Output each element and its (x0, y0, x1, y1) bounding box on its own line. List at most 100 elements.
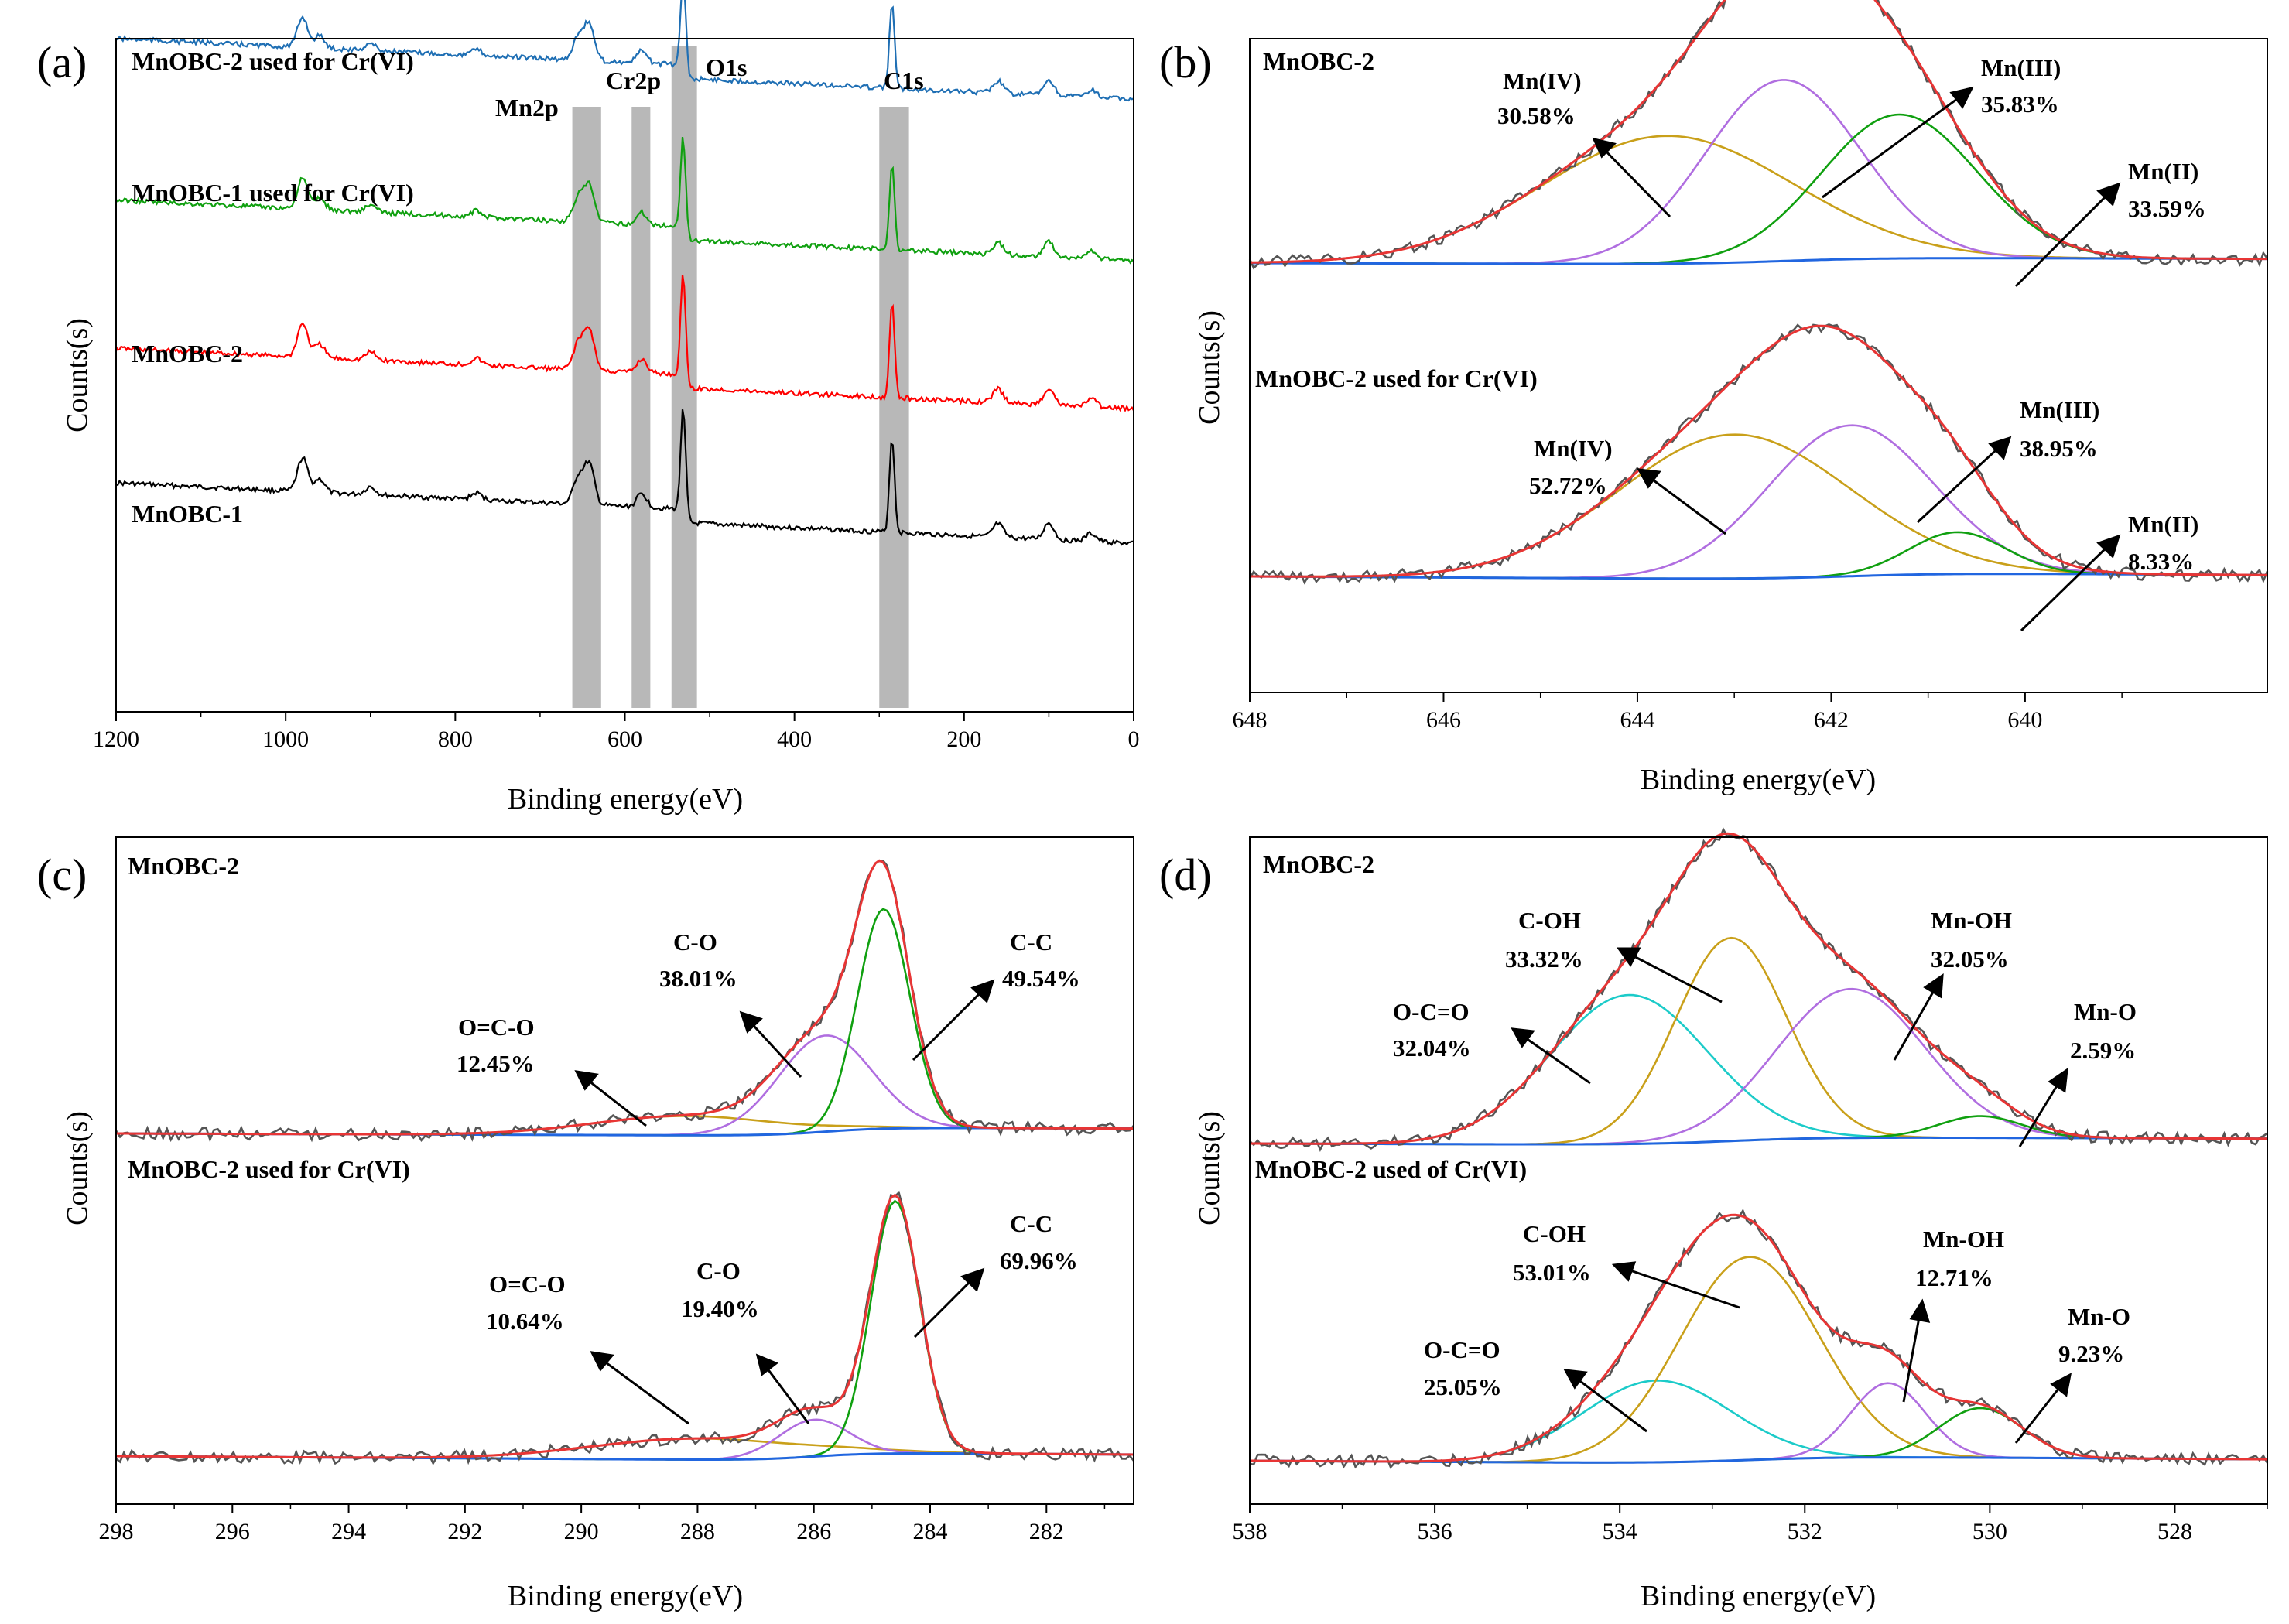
c-y-axis-label: Counts(s) (61, 1111, 94, 1226)
d-l-coh-name: C-OH (1523, 1220, 1586, 1247)
b-u-mnii-pct: 33.59% (2128, 195, 2206, 222)
a-series-group (115, 0, 1134, 546)
c-arrow-ocoo-upper (581, 1074, 647, 1127)
a-tick-label-2: 800 (438, 727, 473, 752)
a-tick-label-5: 200 (946, 727, 981, 752)
c-axes-frame (115, 836, 1134, 1505)
c-arrowhead-co-upper (739, 1010, 763, 1034)
c-u-ocoo-pct: 12.45% (457, 1050, 535, 1077)
d-u-mno-name: Mn-O (2074, 998, 2137, 1025)
d-tick-label-1: 536 (1418, 1519, 1452, 1544)
d-upper-sample: MnOBC-2 (1263, 850, 1374, 878)
c-arrow-cc-lower (913, 1274, 978, 1339)
d-l-oco-name: O-C=O (1424, 1336, 1500, 1363)
c-u-ocoo-name: O=C-O (458, 1014, 535, 1041)
a-tick-label-3: 600 (607, 727, 642, 752)
c-tick-label-6: 286 (796, 1519, 831, 1544)
b-arrowhead-mniv-lower (1637, 468, 1661, 489)
b-l-mnii-pct: 8.33% (2128, 548, 2194, 575)
b-l-mniii-name: Mn(III) (2020, 396, 2099, 423)
a-series-line-3 (115, 0, 1134, 102)
d-tick-label-0: 538 (1233, 1519, 1268, 1544)
panel-label-b: (b) (1159, 37, 1212, 87)
c-arrow-co-lower (761, 1361, 810, 1424)
c-arrows (574, 979, 995, 1425)
d-l-coh-pct: 53.01% (1513, 1259, 1591, 1286)
d-x-axis-label: Binding energy(eV) (1641, 1580, 1876, 1612)
a-x-ticks: 1200 1000 800 600 400 200 0 (93, 712, 1140, 752)
d-l-oco-pct: 25.05% (1424, 1373, 1502, 1400)
a-band-label-c1s: C1s (884, 67, 924, 94)
d-arrow-mnoh-upper (1893, 982, 1940, 1061)
b-u-mniii-name: Mn(III) (1981, 54, 2061, 81)
c-u-co-name: C-O (673, 928, 717, 956)
a-band-3 (879, 107, 909, 708)
b-arrowhead-mnii-upper (2096, 182, 2121, 207)
d-u-mnoh-pct: 32.05% (1931, 945, 2009, 973)
a-tick-label-6: 0 (1128, 727, 1140, 752)
b-lower-envelope-fit (1250, 324, 2267, 578)
d-arrowhead-mno-lower (2050, 1373, 2072, 1397)
d-tick-label-3: 532 (1788, 1519, 1822, 1544)
d-arrow-mnoh-lower (1902, 1308, 1922, 1403)
c-lower-raw-data (115, 1190, 1135, 1466)
c-u-cc-name: C-C (1010, 928, 1052, 956)
b-l-mniii-pct: 38.95% (2020, 435, 2098, 462)
a-series-line-1 (115, 275, 1134, 412)
d-curves (1249, 827, 2269, 1469)
d-u-mno-pct: 2.59% (2070, 1037, 2136, 1064)
c-x-ticks: 298 296 294 292 290 288 286 284 282 (99, 1504, 1106, 1544)
panel-a: 1200 1000 800 600 400 200 0 (a) Binding energy… (37, 0, 1140, 815)
a-legend-mnobc2-used: MnOBC-2 used for Cr(VI) (132, 47, 414, 75)
c-tick-label-0: 298 (99, 1519, 134, 1544)
a-y-axis-label: Counts(s) (61, 318, 94, 432)
a-x-axis-label: Binding energy(eV) (508, 783, 743, 815)
d-upper-raw-data (1249, 827, 2268, 1153)
c-l-cc-pct: 69.96% (1000, 1247, 1078, 1274)
c-u-co-pct: 38.01% (659, 965, 737, 992)
b-lower-sample: MnOBC-2 used for Cr(VI) (1255, 364, 1538, 392)
c-arrow-cc-upper (912, 985, 988, 1062)
b-u-mniii-pct: 35.83% (1981, 91, 2059, 118)
d-arrowhead-oco-upper (1511, 1027, 1535, 1048)
d-u-mnoh-name: Mn-OH (1931, 907, 2012, 934)
d-axes-frame (1249, 836, 2268, 1505)
panel-c: 298 296 294 292 290 288 286 284 282 (c) Binding … (37, 836, 1135, 1612)
b-l-mnii-name: Mn(II) (2128, 511, 2198, 538)
c-tick-label-7: 284 (913, 1519, 948, 1544)
a-tick-label-1: 1000 (262, 727, 309, 752)
d-arrowhead-coh-upper (1617, 947, 1641, 967)
d-arrow-coh-upper (1624, 950, 1723, 1003)
b-tick-label-2: 644 (1620, 707, 1654, 733)
a-legend-mnobc1: MnOBC-1 (132, 500, 243, 528)
a-tick-label-4: 400 (777, 727, 812, 752)
c-curves (115, 859, 1135, 1466)
b-y-axis-label: Counts(s) (1193, 310, 1226, 425)
c-lower-envelope-fit (116, 1193, 1134, 1459)
b-arrow-mniii-lower (1916, 441, 2006, 524)
c-l-ocoo-pct: 10.64% (486, 1308, 564, 1335)
b-arrow-mniv-lower (1644, 472, 1726, 535)
b-axes-frame (1249, 38, 2268, 693)
a-tick-label-0: 1200 (93, 727, 139, 752)
d-tick-label-5: 528 (2157, 1519, 2192, 1544)
b-l-mniv-pct: 52.72% (1529, 472, 1607, 499)
panel-label-a: (a) (37, 37, 87, 87)
c-upper-sample: MnOBC-2 (128, 852, 239, 880)
c-upper-envelope-fit (116, 859, 1134, 1136)
panel-label-d: (d) (1159, 850, 1212, 900)
c-arrowhead-cc-upper (970, 979, 995, 1003)
b-upper-baseline (1250, 257, 2267, 265)
d-x-ticks: 538 536 534 532 530 528 (1233, 1504, 2268, 1544)
panel-b: 648 646 644 642 640 (b) Binding energy(eV) C… (1159, 0, 2269, 796)
d-u-coh-pct: 33.32% (1505, 945, 1583, 973)
b-upper-envelope-fit (1249, 0, 2267, 264)
a-series-line-0 (115, 409, 1134, 546)
d-l-mno-name: Mn-O (2068, 1303, 2130, 1330)
b-arrows (1592, 86, 2121, 632)
c-arrowhead-ocoo-lower (590, 1351, 614, 1372)
c-arrow-ocoo-lower (597, 1355, 689, 1425)
d-y-axis-label: Counts(s) (1193, 1111, 1226, 1226)
b-arrowhead-mniv-upper (1592, 137, 1617, 159)
